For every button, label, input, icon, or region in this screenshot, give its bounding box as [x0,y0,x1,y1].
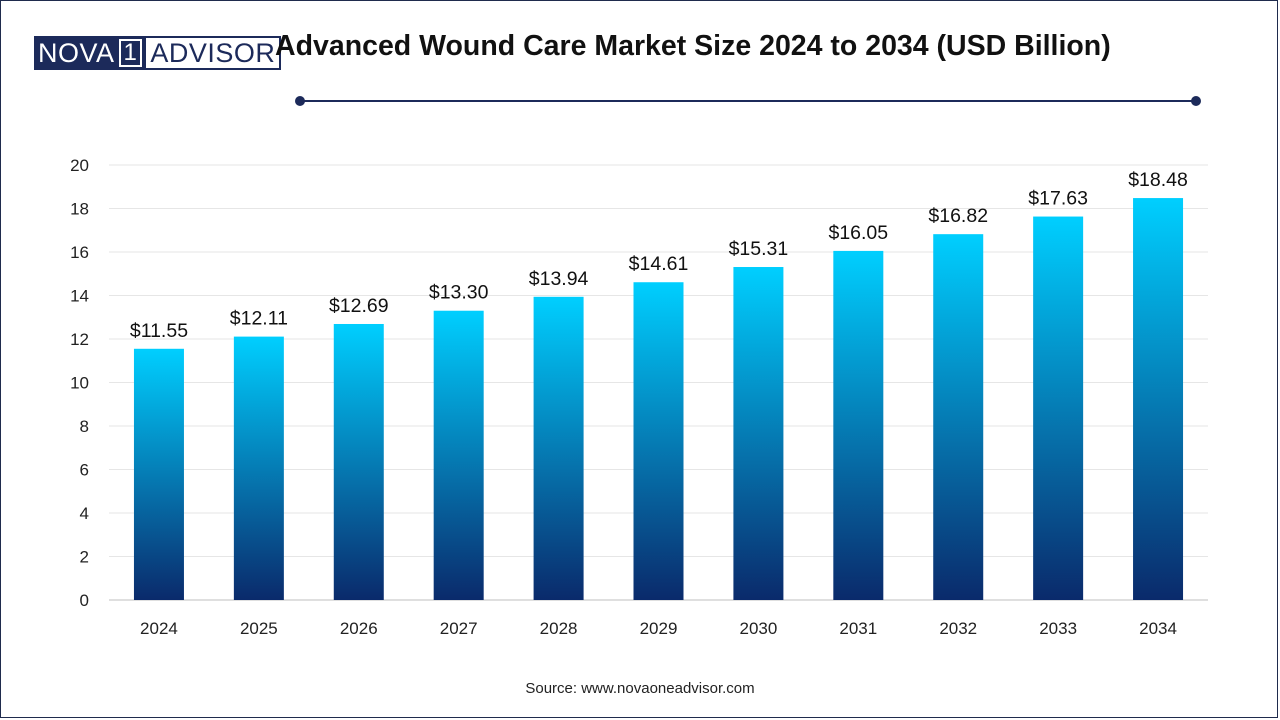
y-tick-label: 20 [70,156,89,175]
brand-logo: NOVA 1 ADVISOR [34,36,282,70]
x-tick-label: 2034 [1139,619,1177,638]
value-label-2031: $16.05 [828,222,888,244]
bar-2033 [1033,216,1084,601]
x-tick-label: 2026 [340,619,378,638]
x-tick-label: 2033 [1039,619,1077,638]
y-tick-label: 2 [80,548,89,567]
logo-one: 1 [116,36,145,70]
value-label-2032: $16.82 [928,205,988,227]
y-tick-label: 12 [70,330,89,349]
y-tick-label: 18 [70,200,89,219]
title-underline [295,96,1201,106]
y-axis-ticks: 0 2 4 6 8 10 12 14 16 18 20 [70,156,89,610]
x-tick-label: 2027 [440,619,478,638]
y-tick-label: 8 [80,417,89,436]
bar-2024 [133,348,184,600]
bar-2026 [333,323,384,600]
x-tick-label: 2029 [640,619,678,638]
underline-dot-right [1191,96,1201,106]
bars [133,198,1184,601]
bar-2031 [833,250,884,600]
y-tick-label: 16 [70,243,89,262]
logo-advisor: ADVISOR [144,36,282,70]
logo-nova: NOVA [34,36,117,70]
value-label-2033: $17.63 [1028,188,1088,210]
x-tick-label: 2024 [140,619,178,638]
bar-2028 [533,296,584,600]
x-tick-label: 2030 [739,619,777,638]
x-axis-ticks: 2024 2025 2026 2027 2028 2029 2030 2031 2032 2033… [140,619,1177,638]
value-label-2029: $14.61 [629,253,689,275]
y-tick-label: 0 [80,591,89,610]
bar-2025 [233,336,284,600]
x-tick-label: 2032 [939,619,977,638]
value-label-2030: $15.31 [729,238,789,260]
bar-2030 [733,267,784,600]
value-label-2024: $11.55 [130,320,188,342]
value-labels: $11.55 $12.11 $12.69 $13.30 $13.94 $14.61 $15.… [130,169,1188,342]
x-tick-label: 2031 [839,619,877,638]
bar-2027 [433,310,484,600]
underline-dot-left [295,96,305,106]
source-note: Source: www.novaoneadvisor.com [525,680,755,697]
value-label-2028: $13.94 [529,268,589,290]
y-tick-label: 4 [80,504,89,523]
bar-2032 [933,234,984,601]
x-tick-label: 2025 [240,619,278,638]
value-label-2025: $12.11 [230,308,288,330]
value-label-2027: $13.30 [429,282,489,304]
value-label-2026: $12.69 [329,295,389,317]
logo-one-text: 1 [118,39,143,67]
y-tick-label: 14 [70,287,89,306]
chart-title: Advanced Wound Care Market Size 2024 to … [275,30,1111,62]
bar-2029 [633,282,684,600]
bar-2034 [1133,198,1184,600]
value-label-2034: $18.48 [1128,169,1188,191]
y-tick-label: 10 [70,374,89,393]
y-tick-label: 6 [80,461,89,480]
x-tick-label: 2028 [540,619,578,638]
